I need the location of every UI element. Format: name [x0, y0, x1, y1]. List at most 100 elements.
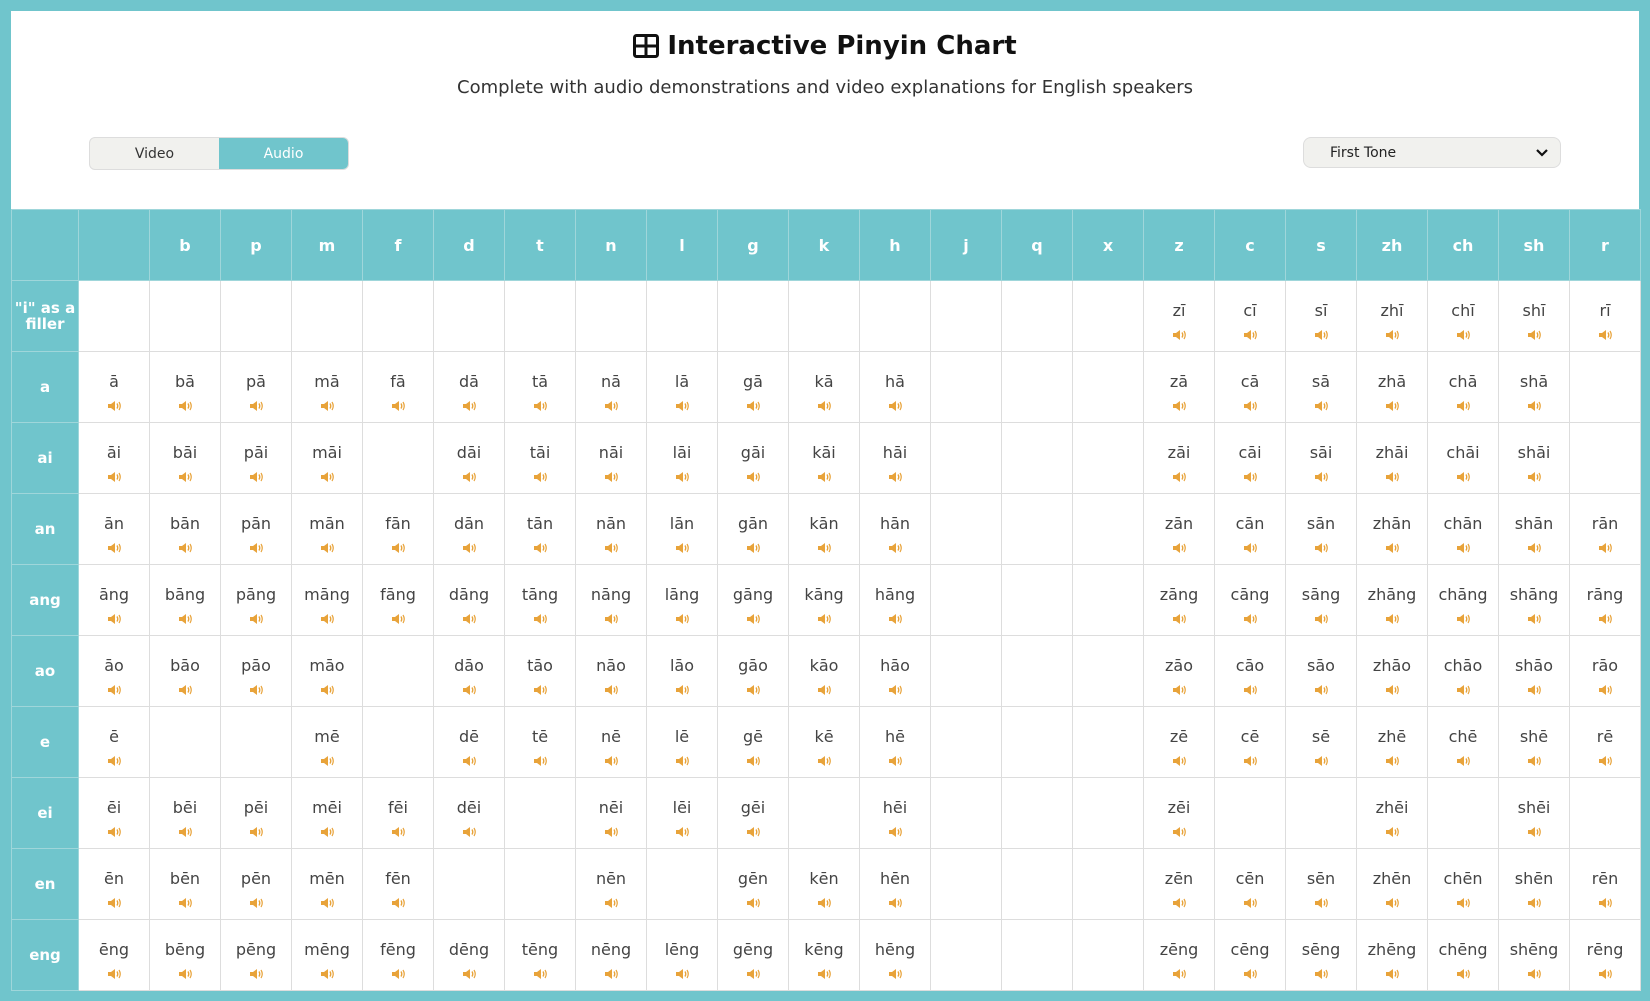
syllable-cell[interactable]: bān — [149, 493, 221, 565]
speaker-icon[interactable] — [1314, 397, 1328, 411]
syllable-cell[interactable]: māi — [291, 422, 363, 494]
mode-toggle[interactable]: Video Audio — [89, 137, 349, 170]
speaker-icon[interactable] — [533, 468, 547, 482]
syllable-cell[interactable]: rāo — [1569, 635, 1641, 707]
speaker-icon[interactable] — [178, 894, 192, 908]
speaker-icon[interactable] — [675, 752, 689, 766]
speaker-icon[interactable] — [1456, 965, 1470, 979]
speaker-icon[interactable] — [675, 539, 689, 553]
speaker-icon[interactable] — [320, 965, 334, 979]
syllable-cell[interactable]: kā — [788, 351, 860, 423]
syllable-cell[interactable]: mēng — [291, 919, 363, 991]
speaker-icon[interactable] — [249, 468, 263, 482]
speaker-icon[interactable] — [817, 539, 831, 553]
speaker-icon[interactable] — [1243, 610, 1257, 624]
syllable-cell[interactable]: nāng — [575, 564, 647, 636]
speaker-icon[interactable] — [533, 681, 547, 695]
speaker-icon[interactable] — [320, 539, 334, 553]
syllable-cell[interactable]: kāng — [788, 564, 860, 636]
speaker-icon[interactable] — [249, 965, 263, 979]
speaker-icon[interactable] — [391, 894, 405, 908]
speaker-icon[interactable] — [533, 752, 547, 766]
speaker-icon[interactable] — [1456, 610, 1470, 624]
speaker-icon[interactable] — [533, 610, 547, 624]
syllable-cell[interactable]: bēi — [149, 777, 221, 849]
speaker-icon[interactable] — [462, 752, 476, 766]
speaker-icon[interactable] — [1314, 539, 1328, 553]
speaker-icon[interactable] — [1243, 752, 1257, 766]
syllable-cell[interactable]: lā — [646, 351, 718, 423]
syllable-cell[interactable]: zēi — [1143, 777, 1215, 849]
speaker-icon[interactable] — [675, 468, 689, 482]
speaker-icon[interactable] — [391, 823, 405, 837]
syllable-cell[interactable]: pēn — [220, 848, 292, 920]
video-option[interactable]: Video — [134, 145, 175, 162]
speaker-icon[interactable] — [1172, 397, 1186, 411]
speaker-icon[interactable] — [1172, 326, 1186, 340]
speaker-icon[interactable] — [888, 894, 902, 908]
speaker-icon[interactable] — [675, 681, 689, 695]
syllable-cell[interactable]: pāng — [220, 564, 292, 636]
syllable-cell[interactable]: zāi — [1143, 422, 1215, 494]
syllable-cell[interactable]: lāo — [646, 635, 718, 707]
syllable-cell[interactable]: āng — [78, 564, 150, 636]
speaker-icon[interactable] — [533, 965, 547, 979]
syllable-cell[interactable]: zhēi — [1356, 777, 1428, 849]
syllable-cell[interactable]: gā — [717, 351, 789, 423]
speaker-icon[interactable] — [462, 468, 476, 482]
syllable-cell[interactable]: cēng — [1214, 919, 1286, 991]
speaker-icon[interactable] — [107, 965, 121, 979]
syllable-cell[interactable]: hāng — [859, 564, 931, 636]
speaker-icon[interactable] — [888, 681, 902, 695]
syllable-cell[interactable]: dē — [433, 706, 505, 778]
speaker-icon[interactable] — [675, 397, 689, 411]
speaker-icon[interactable] — [1527, 468, 1541, 482]
speaker-icon[interactable] — [178, 965, 192, 979]
syllable-cell[interactable]: cāo — [1214, 635, 1286, 707]
speaker-icon[interactable] — [746, 468, 760, 482]
syllable-cell[interactable]: shē — [1498, 706, 1570, 778]
speaker-icon[interactable] — [604, 539, 618, 553]
speaker-icon[interactable] — [604, 397, 618, 411]
syllable-cell[interactable]: cā — [1214, 351, 1286, 423]
speaker-icon[interactable] — [320, 823, 334, 837]
speaker-icon[interactable] — [1243, 894, 1257, 908]
speaker-icon[interactable] — [1172, 752, 1186, 766]
speaker-icon[interactable] — [1456, 326, 1470, 340]
syllable-cell[interactable]: gēi — [717, 777, 789, 849]
syllable-cell[interactable]: zēng — [1143, 919, 1215, 991]
syllable-cell[interactable]: gēn — [717, 848, 789, 920]
syllable-cell[interactable]: dā — [433, 351, 505, 423]
syllable-cell[interactable]: zēn — [1143, 848, 1215, 920]
syllable-cell[interactable]: sē — [1285, 706, 1357, 778]
syllable-cell[interactable]: tā — [504, 351, 576, 423]
syllable-cell[interactable]: fēng — [362, 919, 434, 991]
speaker-icon[interactable] — [1314, 752, 1328, 766]
speaker-icon[interactable] — [391, 610, 405, 624]
speaker-icon[interactable] — [1243, 397, 1257, 411]
syllable-cell[interactable]: tāi — [504, 422, 576, 494]
speaker-icon[interactable] — [817, 894, 831, 908]
speaker-icon[interactable] — [817, 468, 831, 482]
syllable-cell[interactable]: rē — [1569, 706, 1641, 778]
speaker-icon[interactable] — [107, 894, 121, 908]
speaker-icon[interactable] — [533, 539, 547, 553]
syllable-cell[interactable]: chāng — [1427, 564, 1499, 636]
speaker-icon[interactable] — [107, 681, 121, 695]
speaker-icon[interactable] — [178, 610, 192, 624]
syllable-cell[interactable]: ē — [78, 706, 150, 778]
speaker-icon[interactable] — [1456, 397, 1470, 411]
syllable-cell[interactable]: kēng — [788, 919, 860, 991]
syllable-cell[interactable]: kāo — [788, 635, 860, 707]
speaker-icon[interactable] — [1172, 681, 1186, 695]
speaker-icon[interactable] — [462, 823, 476, 837]
syllable-cell[interactable]: kāi — [788, 422, 860, 494]
speaker-icon[interactable] — [462, 397, 476, 411]
syllable-cell[interactable]: zhī — [1356, 280, 1428, 352]
speaker-icon[interactable] — [1527, 752, 1541, 766]
syllable-cell[interactable]: tē — [504, 706, 576, 778]
syllable-cell[interactable]: shān — [1498, 493, 1570, 565]
syllable-cell[interactable]: hē — [859, 706, 931, 778]
syllable-cell[interactable]: hēng — [859, 919, 931, 991]
speaker-icon[interactable] — [1527, 610, 1541, 624]
